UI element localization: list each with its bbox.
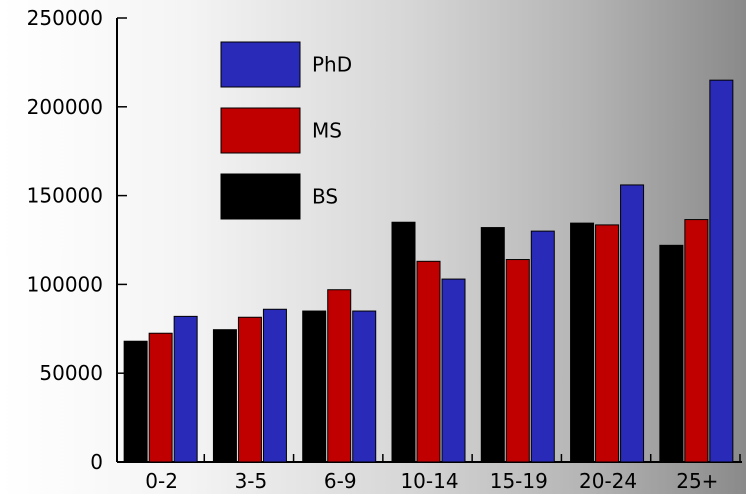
bar-phd-3	[441, 278, 466, 463]
bar-phd-4	[530, 230, 555, 463]
x-tick-label: 0-2	[145, 469, 178, 493]
x-axis: 0-2 3-5 6-9 10-14 15-19 20-24 25+	[117, 454, 742, 493]
bar-bs-5	[570, 222, 595, 463]
x-tick-label: 6-9	[324, 469, 357, 493]
y-tick-label: 0	[90, 450, 103, 474]
bar-phd-6	[709, 79, 734, 463]
bar-ms-6	[684, 219, 709, 463]
legend-swatch-bs	[220, 173, 301, 220]
legend-label-phd: PhD	[312, 53, 352, 77]
y-axis: 0 50000 100000 150000 200000 250000	[27, 6, 127, 474]
bar-ms-5	[595, 224, 620, 463]
bar-ms-4	[505, 259, 530, 463]
y-tick-label: 50000	[39, 361, 103, 385]
bar-phd-2	[352, 310, 377, 463]
bars	[123, 79, 734, 463]
bar-ms-0	[148, 332, 173, 463]
y-tick-label: 200000	[27, 95, 103, 119]
bar-bs-2	[302, 310, 327, 463]
x-tick-label: 3-5	[235, 469, 268, 493]
legend: PhD MS BS	[220, 41, 352, 220]
x-tick-label: 25+	[676, 469, 718, 493]
bar-ms-2	[327, 289, 352, 463]
bar-bs-0	[123, 340, 148, 463]
x-tick-label: 20-24	[579, 469, 637, 493]
bar-phd-5	[620, 184, 645, 463]
y-tick-label: 100000	[27, 272, 103, 296]
bar-phd-0	[173, 315, 198, 463]
legend-swatch-phd	[220, 41, 301, 88]
legend-swatch-ms	[220, 107, 301, 154]
bar-bs-3	[391, 221, 416, 463]
bar-bs-6	[659, 244, 684, 463]
legend-label-bs: BS	[312, 185, 338, 209]
bar-bs-4	[480, 227, 505, 463]
bar-ms-3	[416, 260, 441, 463]
y-tick-label: 250000	[27, 6, 103, 30]
x-tick-label: 10-14	[400, 469, 458, 493]
legend-label-ms: MS	[312, 119, 342, 143]
bar-phd-1	[262, 308, 287, 463]
y-tick-label: 150000	[27, 184, 103, 208]
x-tick-label: 15-19	[490, 469, 548, 493]
bar-ms-1	[237, 316, 262, 463]
bar-bs-1	[212, 329, 237, 463]
